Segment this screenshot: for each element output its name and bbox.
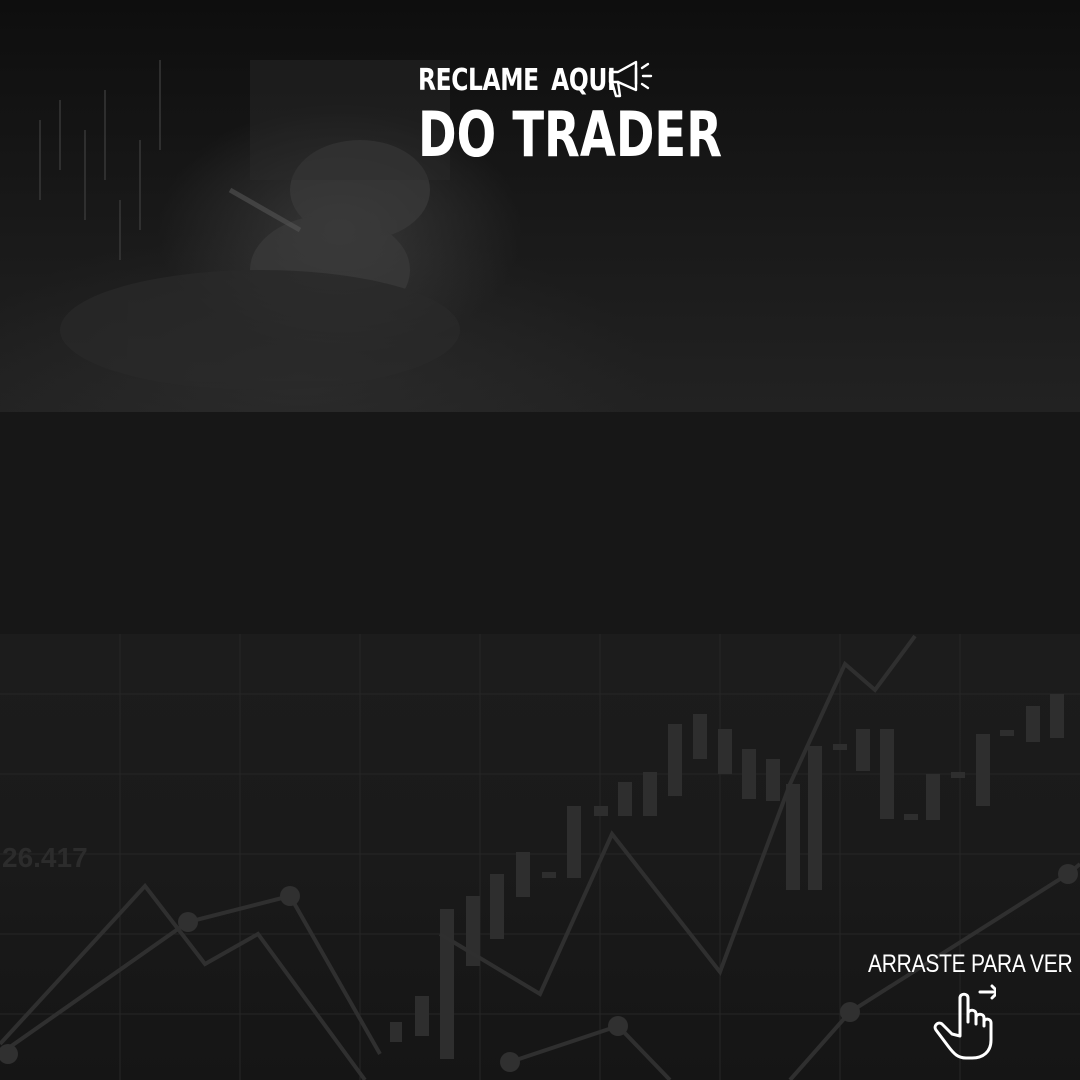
post-title: RECLAME AQUI DO TRADER — [418, 58, 723, 171]
background-ticker-value: 26.417 — [2, 842, 88, 873]
title-line-2: DO TRADER — [418, 98, 723, 171]
swipe-hint[interactable]: ARRASTE PARA VER — [868, 950, 1073, 1060]
title-line-1: RECLAME AQUI — [418, 62, 616, 98]
background-chart — [0, 634, 1080, 1080]
swipe-hand-icon — [930, 980, 1000, 1060]
swipe-label: ARRASTE PARA VER — [868, 950, 1073, 978]
background-photo — [0, 0, 1080, 412]
content-band — [0, 412, 1080, 634]
megaphone-icon — [606, 58, 660, 102]
